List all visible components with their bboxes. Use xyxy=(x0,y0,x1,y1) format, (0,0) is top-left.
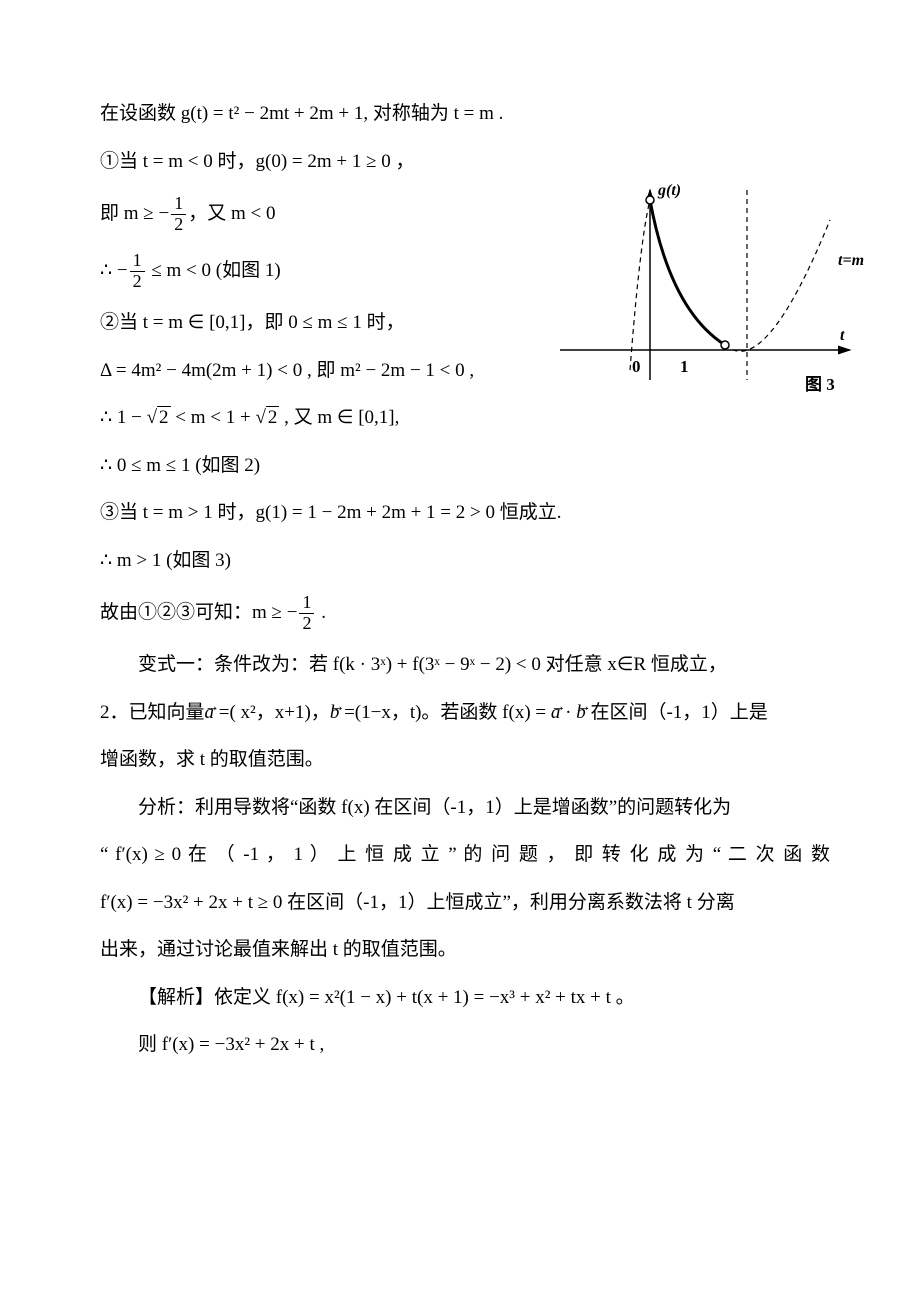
figure-3: g(t) t=m t 0 1 图 3 xyxy=(550,180,880,429)
curve-solid xyxy=(650,200,725,345)
para-g-def: 在设函数 g(t) = t² − 2mt + 2m + 1, 对称轴为 t = … xyxy=(100,90,830,138)
para-variant: 变式一：条件改为：若 f(k · 3ˣ) + f(3ˣ − 9ˣ − 2) < … xyxy=(100,641,830,689)
figure-caption: 图 3 xyxy=(805,375,835,394)
text: 增函数，求 t 的取值范围。 xyxy=(100,749,324,770)
text: ，又 m < 0 xyxy=(188,203,275,224)
text: 变式一：条件改为：若 f(k · 3ˣ) + f(3ˣ − 9ˣ − 2) < … xyxy=(138,654,727,675)
para-case3-head: ③当 t = m > 1 时，g(1) = 1 − 2m + 2m + 1 = … xyxy=(100,489,830,537)
text: Δ = 4m² − 4m(2m + 1) < 0 , 即 m² − 2m − 1… xyxy=(100,360,474,381)
para-conclusion: 故由①②③可知：m ≥ −12 . xyxy=(100,584,830,641)
label-tm: t=m xyxy=(838,252,864,269)
text: 在区间（-1，1）上是 xyxy=(586,702,768,723)
text: ③当 t = m > 1 时，g(1) = 1 − 2m + 2m + 1 = … xyxy=(100,502,562,523)
curve-dash-left xyxy=(630,200,650,370)
para-case2-res: ∴ 0 ≤ m ≤ 1 (如图 2) xyxy=(100,442,830,490)
frac-half: 12 xyxy=(299,593,314,634)
para-analysis-1: 分析：利用导数将“函数 f(x) 在区间（-1，1）上是增函数”的问题转化为 xyxy=(100,784,830,832)
text: f′(x) = −3x² + 2x + t ≥ 0 在区间（-1，1）上恒成立”… xyxy=(100,892,735,913)
vec-b: b xyxy=(330,702,340,723)
text: ∴ m > 1 (如图 3) xyxy=(100,550,231,571)
para-case1-head: ①当 t = m < 0 时，g(0) = 2m + 1 ≥ 0 ， xyxy=(100,138,830,186)
text: 【解析】依定义 f(x) = x²(1 − x) + t(x + 1) = −x… xyxy=(138,987,635,1008)
text: ≤ m < 0 (如图 1) xyxy=(147,260,281,281)
para-solution-1: 【解析】依定义 f(x) = x²(1 − x) + t(x + 1) = −x… xyxy=(100,974,830,1022)
vec-b: b xyxy=(576,702,586,723)
hollow-point xyxy=(721,341,729,349)
text: “ f′(x) ≥ 0 在 （ -1 ， 1 ） 上 恒 成 立 ” 的 问 题… xyxy=(100,844,830,865)
para-q2-1: 2．已知向量a =( x²，x+1)，b =(1−x，t)。若函数 f(x) =… xyxy=(100,689,830,737)
curve-dash-right xyxy=(725,220,830,351)
para-analysis-3: f′(x) = −3x² + 2x + t ≥ 0 在区间（-1，1）上恒成立”… xyxy=(100,879,830,927)
para-analysis-2: “ f′(x) ≥ 0 在 （ -1 ， 1 ） 上 恒 成 立 ” 的 问 题… xyxy=(100,831,830,879)
text: < m < 1 + xyxy=(171,407,256,428)
vec-a: a xyxy=(205,702,215,723)
label-0: 0 xyxy=(632,357,641,376)
text: 即 m ≥ − xyxy=(100,203,169,224)
text: . xyxy=(316,602,326,623)
figure-svg: g(t) t=m t 0 1 图 3 xyxy=(550,180,880,410)
label-1: 1 xyxy=(680,357,689,376)
text: 出来，通过讨论最值来解出 t 的取值范围。 xyxy=(100,939,457,960)
text: 分析：利用导数将“函数 f(x) 在区间（-1，1）上是增函数”的问题转化为 xyxy=(138,797,731,818)
content-wrap: 在设函数 g(t) = t² − 2mt + 2m + 1, 对称轴为 t = … xyxy=(100,90,830,1069)
frac-half: 12 xyxy=(171,194,186,235)
text: , 又 m ∈ [0,1], xyxy=(279,407,399,428)
text: ①当 t = m < 0 时，g(0) = 2m + 1 ≥ 0 ， xyxy=(100,151,415,172)
label-t: t xyxy=(840,327,845,344)
sqrt-2: 2 xyxy=(157,406,171,428)
text: 在设函数 g(t) = t² − 2mt + 2m + 1, 对称轴为 t = … xyxy=(100,103,503,124)
text: ②当 t = m ∈ [0,1]，即 0 ≤ m ≤ 1 时， xyxy=(100,312,405,333)
text: ∴ 1 − xyxy=(100,407,147,428)
frac-half: 12 xyxy=(130,251,145,292)
text: 则 f′(x) = −3x² + 2x + t , xyxy=(138,1034,324,1055)
vec-a: a xyxy=(551,702,561,723)
text: =( x²，x+1)， xyxy=(214,702,330,723)
text: 故由①②③可知：m ≥ − xyxy=(100,602,297,623)
label-g: g(t) xyxy=(657,182,681,199)
para-case3-res: ∴ m > 1 (如图 3) xyxy=(100,537,830,585)
text: ∴ 0 ≤ m ≤ 1 (如图 2) xyxy=(100,455,260,476)
sqrt-2: 2 xyxy=(266,406,280,428)
para-solution-2: 则 f′(x) = −3x² + 2x + t , xyxy=(100,1021,830,1069)
text: 2．已知向量 xyxy=(100,702,205,723)
para-q2-2: 增函数，求 t 的取值范围。 xyxy=(100,736,830,784)
text: =(1−x，t)。若函数 f(x) = xyxy=(339,702,551,723)
para-analysis-4: 出来，通过讨论最值来解出 t 的取值范围。 xyxy=(100,926,830,974)
hollow-point xyxy=(646,196,654,204)
text: ∴ − xyxy=(100,260,128,281)
